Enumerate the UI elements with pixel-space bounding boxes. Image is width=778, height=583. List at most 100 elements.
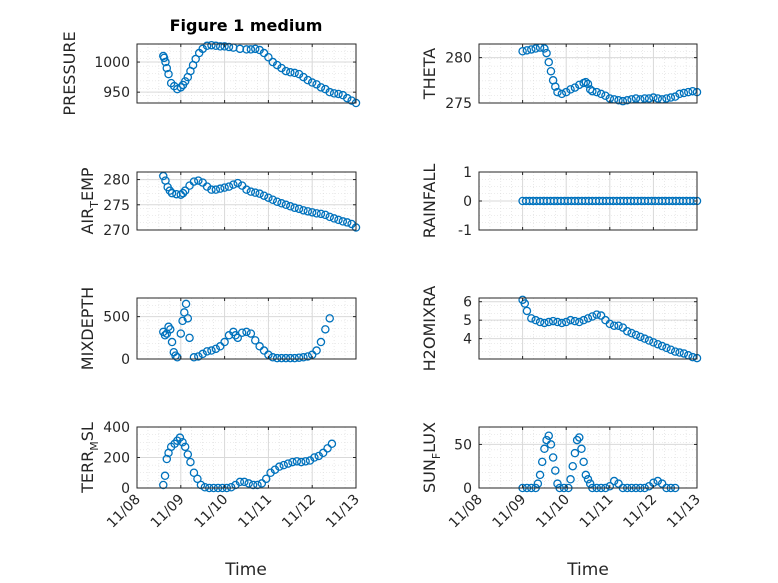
data-point	[194, 176, 203, 185]
data-point	[288, 457, 297, 467]
data-point	[251, 44, 260, 54]
data-point	[167, 337, 177, 347]
data-point	[198, 178, 207, 187]
data-point	[338, 217, 348, 226]
y-axis-label: THETA	[420, 48, 439, 100]
data-point	[220, 183, 229, 192]
data-point	[566, 315, 575, 325]
data-point	[520, 299, 530, 308]
y-tick-label: -1	[458, 223, 472, 239]
data-point	[566, 475, 575, 484]
x-tick-label: 11/11	[577, 492, 617, 532]
data-point	[178, 437, 187, 447]
data-point	[296, 457, 306, 467]
x-tick-label: 11/12	[279, 492, 319, 532]
y-axis-label: RAINFALL	[420, 164, 439, 239]
data-point	[229, 180, 238, 189]
data-point	[614, 321, 623, 330]
data-point	[211, 185, 221, 194]
data-point	[180, 77, 190, 86]
data-point	[575, 317, 584, 327]
data-point	[286, 68, 295, 77]
data-point	[180, 442, 190, 452]
data-point	[533, 479, 543, 488]
data-point	[281, 200, 291, 210]
data-point	[581, 77, 591, 87]
data-point	[540, 318, 549, 328]
data-point	[220, 42, 229, 51]
data-point	[189, 353, 199, 362]
data-point	[251, 336, 260, 345]
data-point	[570, 448, 580, 458]
data-point	[592, 87, 601, 97]
data-point	[185, 181, 194, 190]
y-tick-label: 0	[463, 194, 472, 210]
data-point	[251, 188, 260, 197]
data-point	[312, 346, 321, 355]
data-point	[303, 352, 313, 361]
axes-box	[478, 297, 698, 360]
data-point	[609, 476, 619, 486]
data-point	[176, 83, 186, 92]
data-point	[585, 479, 595, 488]
data-point	[649, 338, 658, 347]
data-point	[544, 57, 554, 67]
data-point	[180, 186, 190, 195]
data-point	[518, 47, 527, 56]
data-point	[248, 480, 258, 490]
data-point	[160, 331, 170, 340]
data-point	[535, 470, 545, 480]
data-point	[268, 195, 278, 204]
x-tick-label: 11/08	[104, 492, 144, 532]
data-point	[329, 89, 339, 98]
axes-box	[136, 171, 357, 231]
data-point	[259, 191, 269, 200]
data-point	[167, 188, 177, 198]
data-point	[644, 336, 654, 345]
data-point	[237, 328, 247, 337]
data-point	[246, 45, 256, 54]
data-point	[544, 317, 554, 327]
data-point	[303, 207, 313, 216]
data-point	[575, 433, 584, 442]
data-point	[657, 341, 667, 351]
y-tick-label: 280	[103, 173, 130, 189]
data-point	[557, 318, 567, 328]
data-point	[272, 353, 282, 363]
data-point	[299, 353, 308, 362]
data-point	[259, 48, 269, 58]
data-point	[596, 311, 606, 320]
axes-box	[478, 43, 698, 104]
data-point	[622, 327, 632, 336]
data-point	[215, 42, 225, 51]
data-point	[211, 344, 221, 354]
data-point	[246, 329, 256, 338]
data-point	[207, 40, 216, 50]
data-point	[283, 459, 293, 468]
y-tick-label: 4	[463, 332, 472, 348]
data-point	[675, 89, 684, 99]
data-point	[583, 475, 593, 484]
data-point	[577, 444, 586, 454]
data-point	[290, 68, 299, 78]
data-point	[176, 329, 186, 338]
axes-box	[136, 43, 357, 104]
data-point	[657, 479, 667, 488]
data-point	[325, 212, 334, 222]
y-tick-label: 200	[103, 451, 130, 467]
data-point	[323, 444, 332, 453]
data-point	[640, 94, 649, 103]
data-point	[242, 185, 251, 194]
figure-title: Figure 1 medium	[170, 16, 323, 35]
data-point	[329, 214, 339, 223]
data-point	[215, 342, 225, 351]
y-tick-label: 280	[445, 51, 472, 67]
data-point	[592, 310, 601, 319]
data-point	[194, 352, 203, 361]
data-point	[325, 87, 334, 97]
y-axis-label: SUNFLUX	[420, 422, 443, 493]
data-point	[255, 342, 264, 351]
data-point	[281, 353, 291, 363]
